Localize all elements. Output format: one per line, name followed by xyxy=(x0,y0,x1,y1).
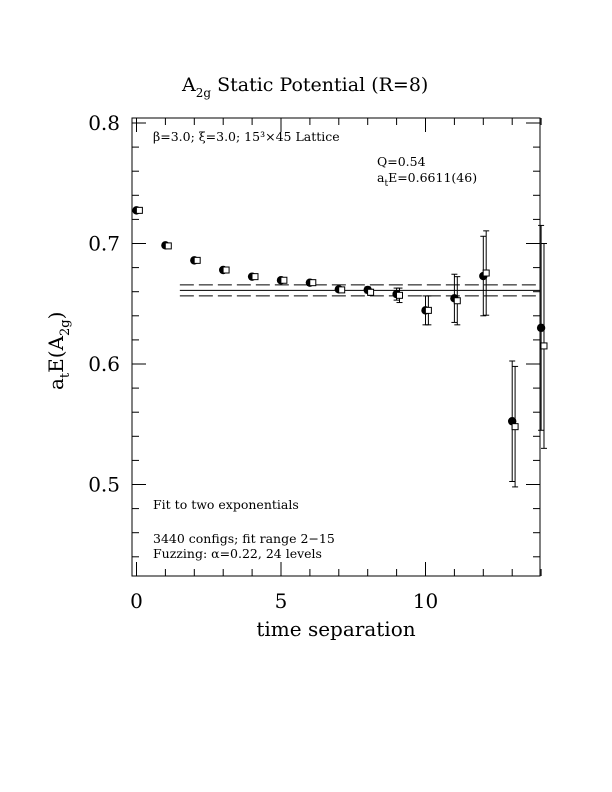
data-point-square xyxy=(367,288,375,296)
data-point-square xyxy=(251,273,259,281)
title-main: A xyxy=(181,74,196,96)
x-tick-label: 10 xyxy=(413,589,438,613)
title-subscript: 2g xyxy=(196,86,212,100)
plot-frame xyxy=(131,117,541,577)
data-point-square xyxy=(482,269,490,277)
ylabel-sub-t: t xyxy=(58,372,73,378)
data-point-square xyxy=(135,206,143,214)
data-point-square xyxy=(540,342,548,350)
fit-type-annotation: Fit to two exponentials xyxy=(153,497,299,512)
energy-sub: t xyxy=(384,179,388,189)
y-tick-label: 0.5 xyxy=(88,473,120,497)
configs-annotation: 3440 configs; fit range 2−15 xyxy=(153,531,335,546)
ylabel-mid: E(A xyxy=(44,335,68,372)
y-tick-label: 0.6 xyxy=(88,352,120,376)
q-annotation: Q=0.54 xyxy=(377,154,426,169)
data-point-square xyxy=(511,423,519,431)
y-axis-label: atE(A2g) xyxy=(44,312,73,390)
data-point-square xyxy=(338,286,346,294)
data-point-square xyxy=(395,291,403,299)
data-point-square xyxy=(164,242,172,250)
data-point-square xyxy=(309,279,317,287)
data-point-square xyxy=(222,266,230,274)
energy-rest: E=0.6611(46) xyxy=(388,170,477,185)
data-point-circle xyxy=(536,323,546,333)
lattice-annotation: β=3.0; ξ=3.0; 15³×45 Lattice xyxy=(153,129,340,144)
x-axis-label: time separation xyxy=(256,617,415,641)
x-tick-label: 5 xyxy=(275,589,288,613)
fuzzing-annotation: Fuzzing: α=0.22, 24 levels xyxy=(153,546,322,561)
y-tick-label: 0.7 xyxy=(88,232,120,256)
axis-ticks xyxy=(132,118,542,576)
y-tick-label: 0.8 xyxy=(88,111,120,135)
data-point-square xyxy=(453,297,461,305)
energy-prefix: a xyxy=(377,170,385,185)
axis-tick-labels: 0 5 10 0.5 0.6 0.7 0.8 xyxy=(88,111,438,613)
fit-band xyxy=(179,284,540,297)
ylabel-a: a xyxy=(44,378,68,390)
data-points xyxy=(132,206,548,488)
data-point-square xyxy=(193,256,201,264)
data-point-square xyxy=(280,276,288,284)
energy-annotation: atE=0.6611(46) xyxy=(377,170,477,189)
ylabel-sub-2g: 2g xyxy=(58,319,73,336)
ylabel-end: ) xyxy=(44,312,68,320)
x-tick-label: 0 xyxy=(130,589,143,613)
data-point-square xyxy=(424,306,432,314)
chart-title: A2g Static Potential (R=8) xyxy=(181,74,428,100)
title-rest: Static Potential (R=8) xyxy=(211,74,428,96)
